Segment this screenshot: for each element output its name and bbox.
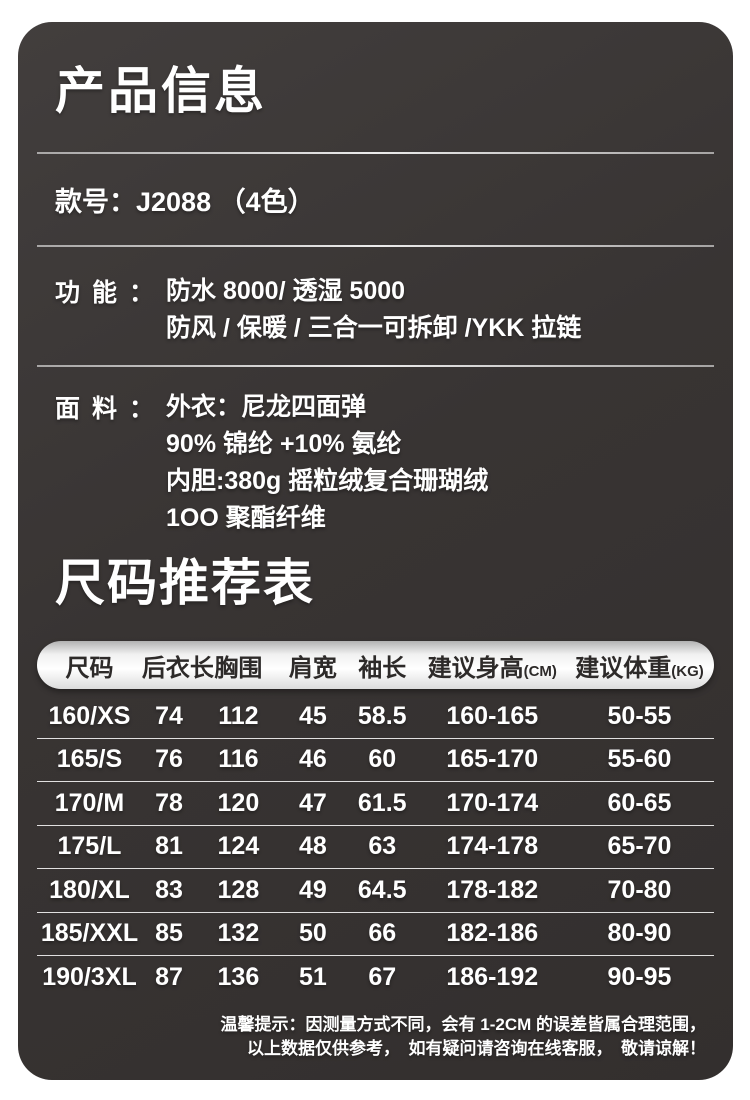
table-cell: 90-95 bbox=[607, 962, 672, 991]
size-table-header-cell: 肩宽 bbox=[281, 648, 345, 683]
header-text: 建议身高 bbox=[427, 654, 524, 682]
table-row: 175/L 81 124 48 63 174-178 65-70 bbox=[37, 826, 714, 869]
table-cell: 87 bbox=[155, 962, 183, 991]
table-cell: 136 bbox=[217, 962, 260, 991]
disclaimer-line: 以上数据仅供参考， 如有疑问请咨询在线客服， 敬请谅解！ bbox=[247, 1038, 706, 1058]
table-cell: 58.5 bbox=[357, 701, 407, 730]
features-label: 功能： bbox=[55, 279, 167, 307]
divider bbox=[37, 365, 714, 367]
table-cell: 182-186 bbox=[446, 919, 539, 948]
table-cell: 178-182 bbox=[446, 875, 539, 904]
table-cell: 78 bbox=[155, 788, 183, 817]
fabric-line: 外衣：尼龙四面弹 bbox=[166, 393, 367, 421]
header-unit: (CM) bbox=[523, 662, 557, 680]
table-cell: 81 bbox=[155, 832, 183, 861]
table-cell: 66 bbox=[368, 919, 397, 948]
fabric-section: 面料： 外衣：尼龙四面弹 90% 锦纶 +10% 氨纶 内胆:380g 摇粒绒复… bbox=[55, 389, 714, 537]
table-cell: 61.5 bbox=[357, 788, 407, 817]
header-text: 袖长 bbox=[358, 654, 407, 682]
table-row: 185/XXL 85 132 50 66 182-186 80-90 bbox=[37, 913, 714, 956]
table-cell: 65-70 bbox=[607, 832, 672, 861]
table-cell: 165/S bbox=[56, 745, 123, 774]
table-cell: 50 bbox=[298, 919, 327, 948]
table-cell: 186-192 bbox=[446, 962, 539, 991]
fabric-label: 面料： bbox=[55, 395, 167, 423]
table-cell: 180/XL bbox=[49, 875, 130, 904]
table-cell: 49 bbox=[298, 875, 327, 904]
table-cell: 60-65 bbox=[607, 788, 672, 817]
table-cell: 175/L bbox=[57, 832, 122, 861]
table-row: 180/XL 83 128 49 64.5 178-182 70-80 bbox=[37, 869, 714, 913]
table-cell: 55-60 bbox=[607, 745, 672, 774]
features-line: 防水 8000/ 透湿 5000 bbox=[166, 277, 406, 305]
fabric-line: 1OO 聚酯纤维 bbox=[166, 504, 326, 532]
table-cell: 47 bbox=[298, 788, 327, 817]
disclaimer-note: 温馨提示：因测量方式不同，会有 1-2CM 的误差皆属合理范围， 以上数据仅供参… bbox=[37, 1013, 714, 1061]
table-cell: 124 bbox=[217, 832, 260, 861]
header-unit: (KG) bbox=[671, 662, 704, 680]
header-text: 建议体重 bbox=[575, 654, 672, 682]
table-cell: 165-170 bbox=[446, 745, 539, 774]
size-table-header-cell: 尺码 bbox=[37, 648, 142, 683]
table-cell: 190/3XL bbox=[42, 962, 137, 991]
table-cell: 51 bbox=[298, 962, 327, 991]
features-lines: 防水 8000/ 透湿 5000 防风 / 保暖 / 三合一可拆卸 /YKK 拉… bbox=[166, 273, 714, 347]
size-table-header-cell: 建议身高(CM) bbox=[419, 648, 565, 683]
table-cell: 112 bbox=[218, 701, 259, 730]
table-cell: 85 bbox=[155, 919, 183, 948]
features-line: 防风 / 保暖 / 三合一可拆卸 /YKK 拉链 bbox=[166, 314, 582, 342]
header-text: 胸围 bbox=[214, 654, 263, 682]
divider bbox=[37, 245, 714, 247]
table-cell: 67 bbox=[368, 962, 397, 991]
divider bbox=[37, 152, 714, 154]
table-row: 165/S 76 116 46 60 165-170 55-60 bbox=[37, 739, 714, 782]
fabric-line: 内胆:380g 摇粒绒复合珊瑚绒 bbox=[166, 467, 489, 495]
size-table-header-cell: 建议体重(KG) bbox=[565, 648, 714, 683]
table-row: 190/3XL 87 136 51 67 186-192 90-95 bbox=[37, 956, 714, 999]
table-cell: 116 bbox=[218, 745, 259, 774]
table-cell: 83 bbox=[155, 875, 183, 904]
size-table-body: 160/XS 74 112 45 58.5 160-165 50-55 165/S 76 116 4… bbox=[37, 695, 714, 999]
table-cell: 170/M bbox=[54, 788, 125, 817]
table-cell: 120 bbox=[217, 788, 260, 817]
size-table-header: 尺码 后衣长 胸围 肩宽 袖长 建议身高(CM) 建议体重(KG) bbox=[37, 641, 714, 689]
table-cell: 45 bbox=[298, 701, 327, 730]
table-cell: 76 bbox=[155, 745, 183, 774]
table-cell: 132 bbox=[217, 919, 260, 948]
table-cell: 174-178 bbox=[446, 832, 539, 861]
style-number-line: 款号：J2088 （4色） bbox=[55, 187, 315, 217]
table-cell: 170-174 bbox=[446, 788, 539, 817]
table-cell: 50-55 bbox=[607, 701, 672, 730]
table-cell: 128 bbox=[217, 875, 260, 904]
header-text: 后衣长 bbox=[141, 654, 214, 682]
table-cell: 70-80 bbox=[607, 875, 672, 904]
product-info-card: 产品信息 款号：J2088 （4色） 功能： 防水 8000/ 透湿 5000 … bbox=[18, 22, 733, 1080]
table-row: 170/M 78 120 47 61.5 170-174 60-65 bbox=[37, 782, 714, 826]
table-cell: 74 bbox=[155, 701, 183, 730]
table-cell: 80-90 bbox=[607, 919, 672, 948]
page-title: 产品信息 bbox=[55, 63, 267, 119]
features-section: 功能： 防水 8000/ 透湿 5000 防风 / 保暖 / 三合一可拆卸 /Y… bbox=[55, 273, 714, 347]
table-cell: 160-165 bbox=[446, 701, 539, 730]
size-chart-title: 尺码推荐表 bbox=[55, 555, 315, 611]
table-cell: 48 bbox=[298, 832, 327, 861]
table-cell: 64.5 bbox=[357, 875, 407, 904]
table-cell: 63 bbox=[368, 832, 397, 861]
table-cell: 60 bbox=[368, 745, 397, 774]
table-row: 160/XS 74 112 45 58.5 160-165 50-55 bbox=[37, 695, 714, 739]
size-table-header-cell: 袖长 bbox=[345, 648, 419, 683]
fabric-line: 90% 锦纶 +10% 氨纶 bbox=[166, 430, 402, 458]
disclaimer-line: 温馨提示：因测量方式不同，会有 1-2CM 的误差皆属合理范围， bbox=[220, 1014, 706, 1034]
size-table-header-cell: 后衣长 bbox=[142, 648, 214, 683]
header-text: 肩宽 bbox=[288, 654, 337, 682]
table-cell: 160/XS bbox=[48, 701, 131, 730]
table-cell: 46 bbox=[298, 745, 327, 774]
table-cell: 185/XXL bbox=[40, 919, 139, 948]
fabric-lines: 外衣：尼龙四面弹 90% 锦纶 +10% 氨纶 内胆:380g 摇粒绒复合珊瑚绒… bbox=[166, 389, 714, 537]
size-table-header-cell: 胸围 bbox=[196, 648, 281, 683]
header-text: 尺码 bbox=[65, 654, 114, 682]
